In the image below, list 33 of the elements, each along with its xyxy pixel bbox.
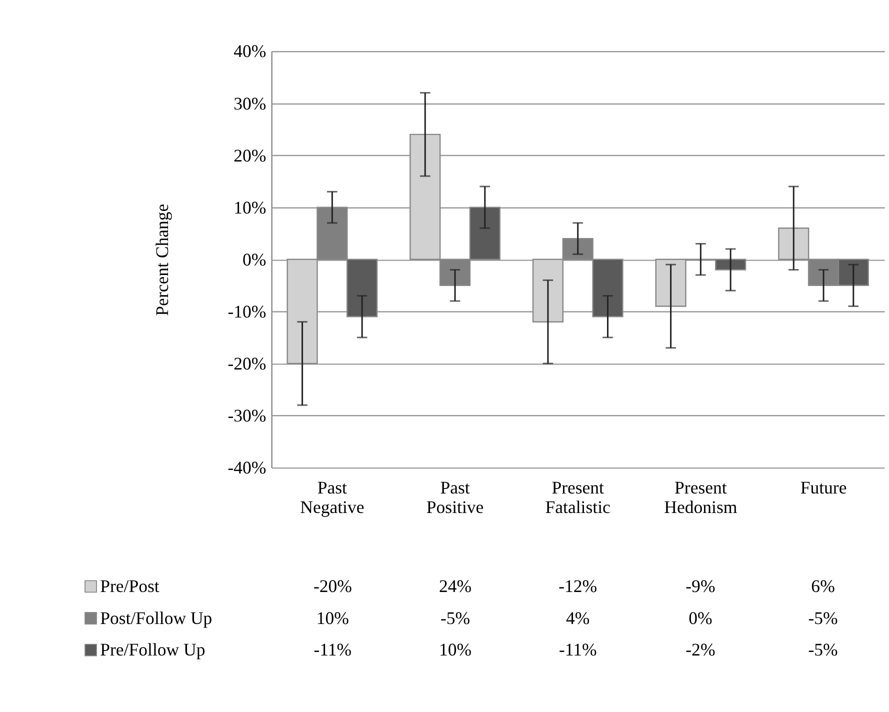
- y-tick-label: 30%: [234, 93, 266, 114]
- y-axis-title: Percent Change: [152, 204, 172, 316]
- y-tick-label: -40%: [228, 458, 266, 478]
- data-label: -12%: [558, 576, 598, 596]
- y-tick-label: 10%: [234, 197, 266, 218]
- data-label: 24%: [438, 576, 472, 596]
- x-tick-label: Present Fatalistic: [545, 477, 611, 517]
- x-tick-label: Past Positive: [426, 477, 484, 517]
- data-label: 10%: [316, 608, 350, 628]
- y-tick-label: -20%: [228, 354, 266, 374]
- y-tick-label: -10%: [228, 302, 266, 322]
- data-label: 0%: [688, 608, 712, 628]
- x-tick-label: Future: [800, 477, 847, 498]
- x-tick-label: Present Hedonism: [664, 477, 738, 517]
- data-label: -5%: [440, 608, 470, 628]
- legend-label: Post/Follow Up: [100, 608, 212, 628]
- data-label: 10%: [438, 640, 472, 660]
- y-tick-label: -30%: [228, 406, 266, 426]
- y-tick-label: 40%: [234, 41, 266, 62]
- legend-label: Pre/Post: [100, 576, 160, 596]
- data-label: -11%: [558, 640, 597, 660]
- y-tick-label: 0%: [242, 249, 266, 270]
- data-label: -2%: [686, 640, 716, 660]
- data-label: -20%: [313, 576, 352, 596]
- data-label: -5%: [808, 608, 838, 628]
- data-label: -11%: [314, 640, 352, 660]
- data-label: 6%: [811, 576, 836, 596]
- legend-label: Pre/Follow Up: [100, 640, 206, 660]
- data-label: 4%: [566, 608, 590, 628]
- data-label: -5%: [808, 640, 838, 660]
- data-label: -9%: [686, 576, 716, 596]
- x-tick-label: Past Negative: [300, 477, 364, 517]
- y-tick-label: 20%: [234, 145, 266, 166]
